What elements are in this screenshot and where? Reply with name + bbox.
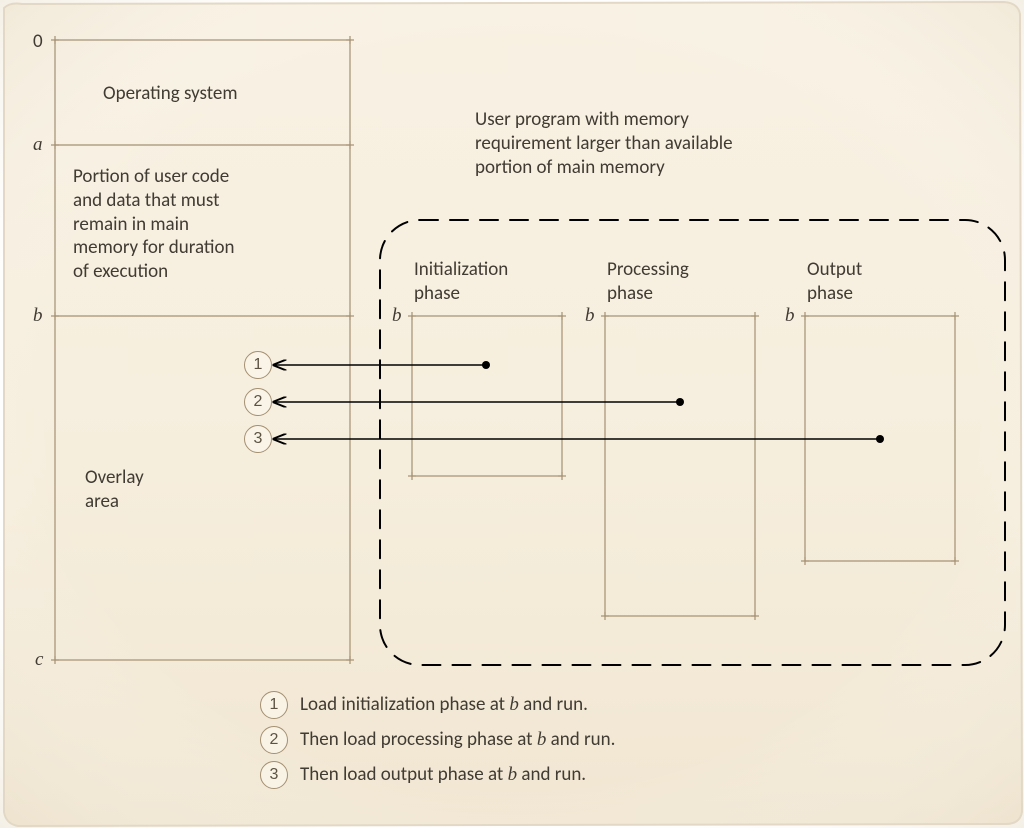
legend-text-1: Load initialization phase at b and run.	[300, 693, 588, 717]
phase-label-0: Initializationphase	[414, 258, 508, 306]
axis-b: b	[33, 304, 43, 328]
arrow-badge-1: 1	[244, 351, 272, 379]
phase-b-1: b	[585, 304, 595, 328]
phase-b-2: b	[785, 304, 795, 328]
axis-a: a	[33, 133, 43, 157]
arrow-badge-3: 3	[244, 425, 272, 453]
user-program-title: User program with memoryrequirement larg…	[475, 108, 733, 179]
legend-text-3: Then load output phase at b and run.	[300, 763, 586, 787]
arrow-badge-2: 2	[244, 388, 272, 416]
axis-0: 0	[33, 30, 43, 54]
legend-badge-3: 3	[260, 761, 288, 789]
legend-badge-2: 2	[260, 726, 288, 754]
phase-label-2: Outputphase	[807, 258, 862, 306]
legend-text-2: Then load processing phase at b and run.	[300, 728, 615, 752]
phase-label-1: Processingphase	[607, 258, 689, 306]
axis-c: c	[35, 648, 43, 672]
os-label: Operating system	[103, 82, 238, 106]
legend-badge-1: 1	[260, 691, 288, 719]
overlay-label: Overlayarea	[85, 466, 144, 514]
resident-label: Portion of user codeand data that mustre…	[73, 165, 235, 284]
phase-b-0: b	[392, 304, 402, 328]
